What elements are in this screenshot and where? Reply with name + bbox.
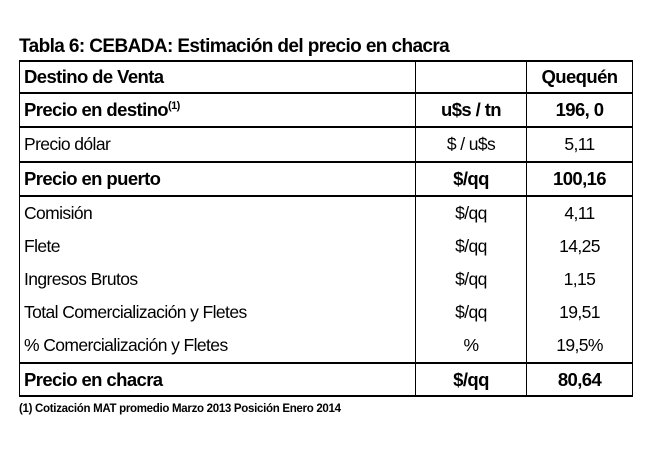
row-unit: $/qq [415,263,527,296]
table-row: Precio dólar $ / u$s 5,11 [19,126,633,162]
table-row: Total Comercialización y Fletes $/qq 19,… [19,296,633,329]
row-unit: $/qq [415,362,527,397]
row-unit: $/qq [415,161,527,197]
row-unit: $/qq [415,196,527,230]
table-row: Flete $/qq 14,25 [19,230,633,263]
row-label: Flete [19,230,416,263]
row-label: Ingresos Brutos [19,263,416,296]
table-row: Precio en chacra $/qq 80,64 [19,362,633,397]
table-title: Tabla 6: CEBADA: Estimación del precio e… [19,36,450,57]
row-value: 1,15 [526,263,633,296]
row-unit: $/qq [415,230,527,263]
row-unit: u$s / tn [415,92,527,128]
row-label: Total Comercialización y Fletes [19,296,416,329]
table-header-row: Destino de Venta Quequén [19,60,633,94]
row-label: Precio en puerto [19,161,416,197]
row-unit: % [415,329,527,363]
row-label: Comisión [19,196,416,230]
row-unit: $/qq [415,296,527,329]
footnote-marker: (1) [168,100,180,112]
row-label: Precio dólar [19,126,416,162]
row-value: 100,16 [526,161,633,197]
row-label-text: Precio en destino [24,99,169,120]
header-label: Destino de Venta [19,60,416,94]
row-value: 19,51 [526,296,633,329]
header-destination: Quequén [526,60,633,94]
row-unit: $ / u$s [415,126,527,162]
table-row: Ingresos Brutos $/qq 1,15 [19,263,633,296]
row-label: % Comercialización y Fletes [19,329,416,363]
row-value: 80,64 [526,362,633,397]
row-value: 19,5% [526,329,633,363]
row-value: 196, 0 [526,92,633,128]
row-value: 5,11 [526,126,633,162]
price-table: Destino de Venta Quequén Precio en desti… [19,60,633,397]
row-label: Precio en chacra [19,362,416,397]
table-row: Comisión $/qq 4,11 [19,196,633,230]
table-row: Precio en destino(1) u$s / tn 196, 0 [19,92,633,128]
table-row: Precio en puerto $/qq 100,16 [19,161,633,197]
table-footnote: (1) Cotización MAT promedio Marzo 2013 P… [19,403,341,415]
row-label: Precio en destino(1) [19,92,416,128]
row-value: 4,11 [526,196,633,230]
row-value: 14,25 [526,230,633,263]
header-unit [415,60,527,94]
table-row: % Comercialización y Fletes % 19,5% [19,329,633,363]
